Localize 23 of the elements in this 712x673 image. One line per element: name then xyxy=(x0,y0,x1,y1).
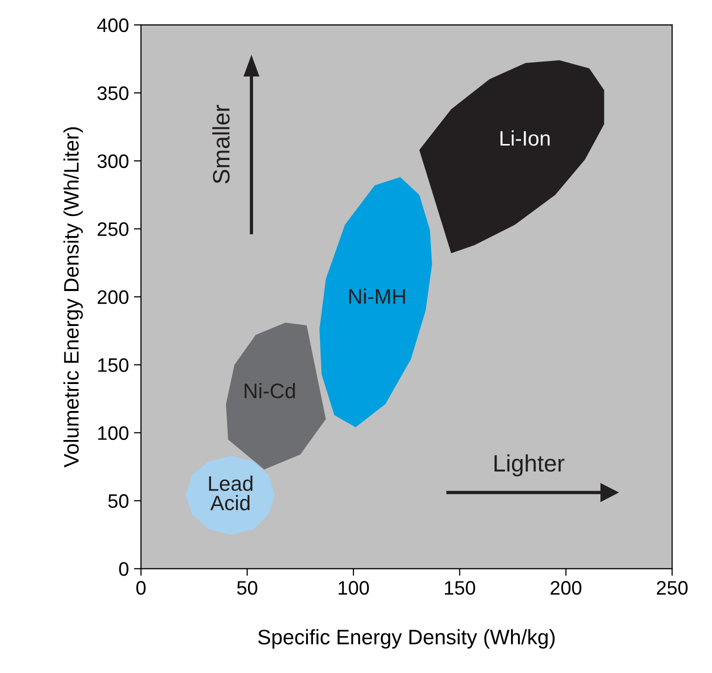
x-tick-label: 100 xyxy=(338,581,369,595)
x-tick-label: 200 xyxy=(550,581,582,595)
x-tick-label: 250 xyxy=(656,581,688,595)
annotation: Smaller xyxy=(212,104,230,184)
series-label: Ni-Cd xyxy=(244,383,295,398)
y-tick-label: 100 xyxy=(98,426,128,440)
series-label: Li-Ion xyxy=(500,130,550,146)
y-tick-label: 400 xyxy=(97,18,128,32)
series-label: Ni-MH xyxy=(349,288,405,304)
x-tick-label: 150 xyxy=(444,581,476,595)
x-tick-label: 0 xyxy=(136,581,146,595)
y-tick-label: 50 xyxy=(108,494,128,508)
y-tick-label: 0 xyxy=(119,562,128,576)
y-tick-label: 250 xyxy=(98,222,128,236)
series-label: Lead Acid xyxy=(209,476,252,510)
y-tick-label: 200 xyxy=(98,290,128,304)
y-tick-label: 300 xyxy=(97,154,128,168)
y-tick-label: 350 xyxy=(97,86,128,100)
x-tick-label: 50 xyxy=(237,581,258,595)
x-axis-title: Specific Energy Density (Wh/kg) xyxy=(258,629,555,649)
annotation: Lighter xyxy=(494,454,564,476)
y-tick-label: 150 xyxy=(98,358,128,372)
y-axis-title: Volumetric Energy Density (Wh/Liter) xyxy=(63,127,83,468)
